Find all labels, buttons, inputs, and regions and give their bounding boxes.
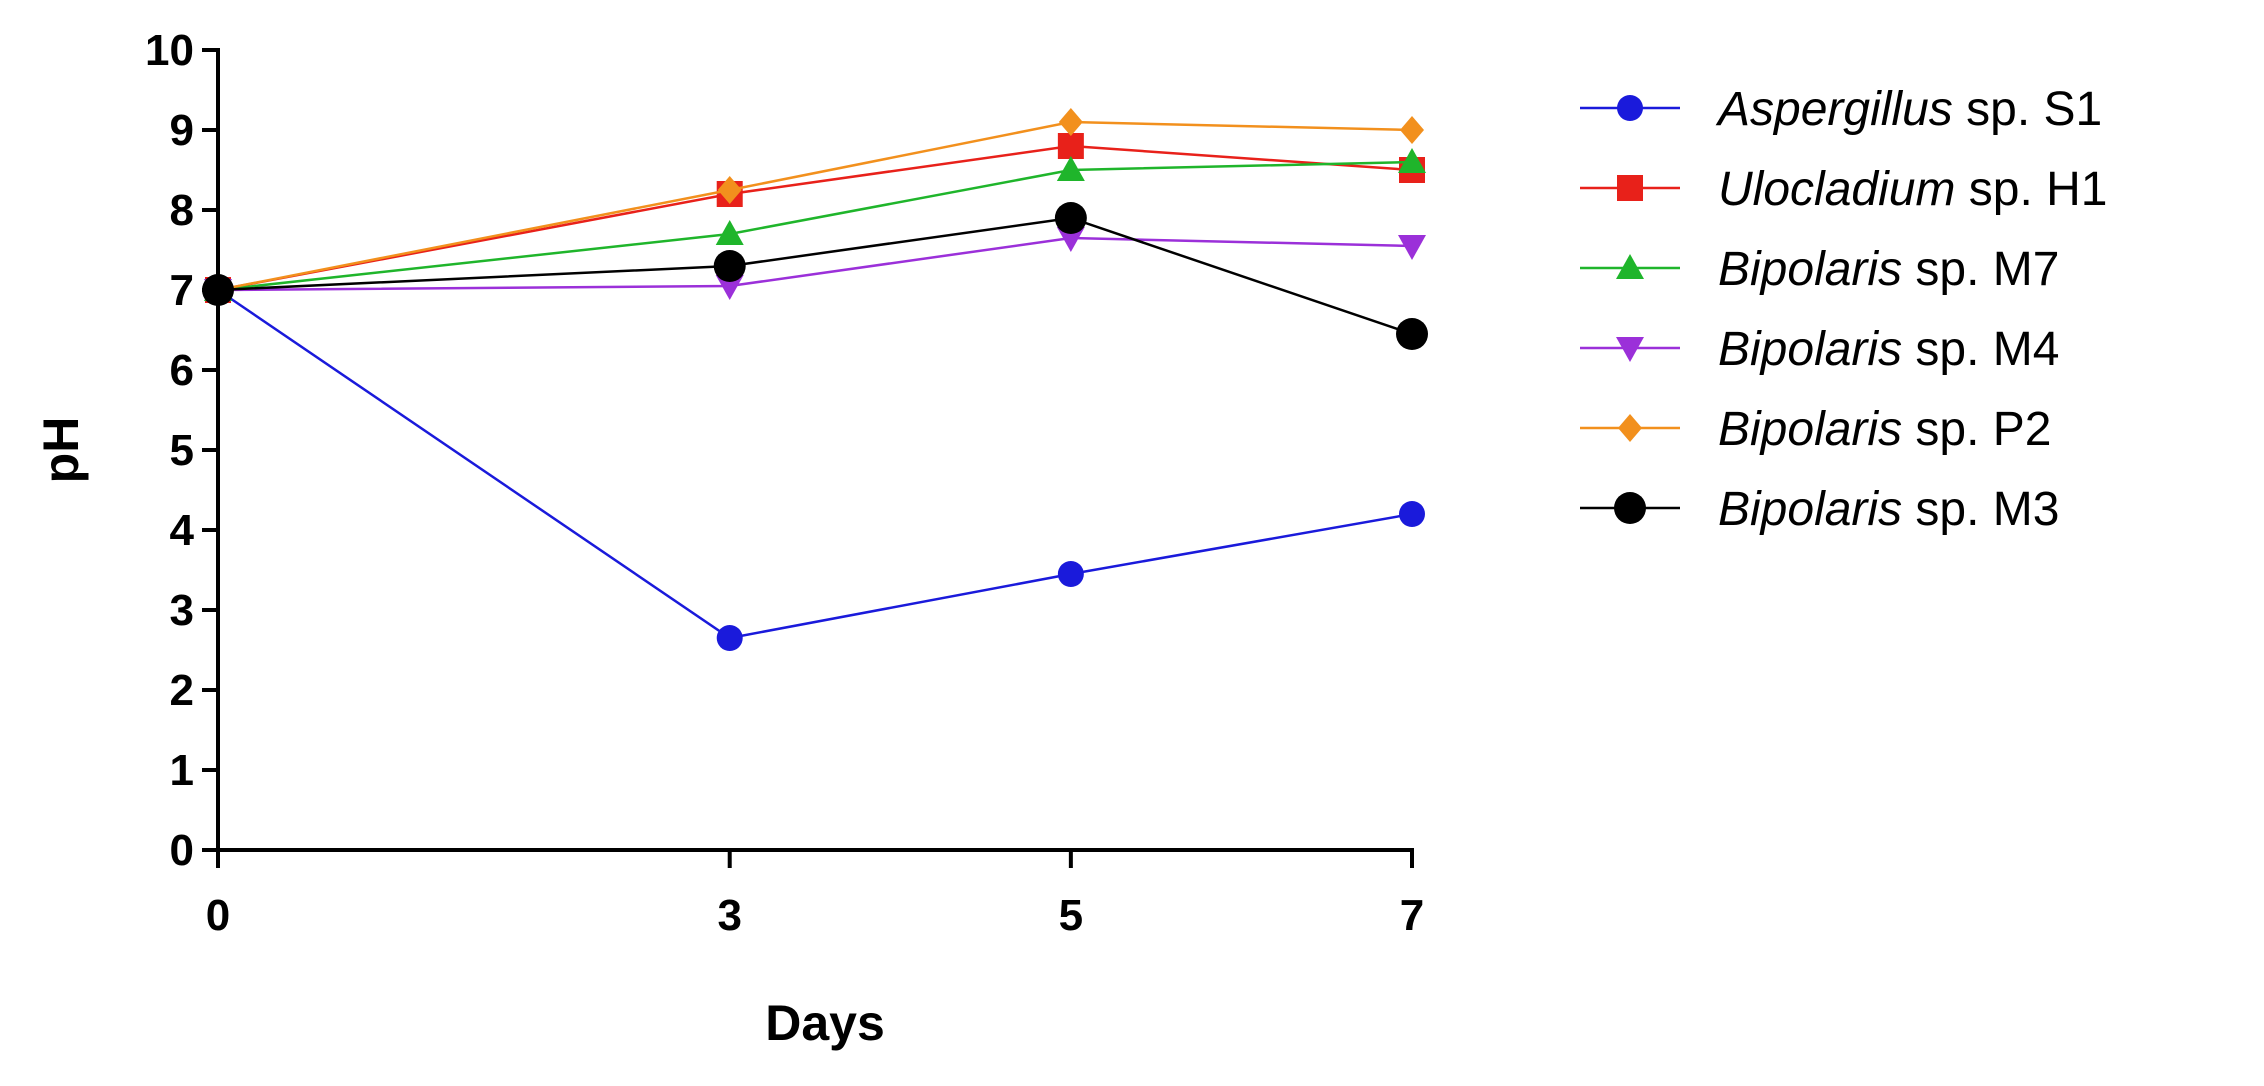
legend-label: Bipolaris sp. M3 <box>1718 483 2059 536</box>
y-tick-label: 5 <box>170 426 194 475</box>
y-axis: 0 1 2 3 4 5 6 7 8 9 10 <box>145 26 220 875</box>
y-tick-label: 4 <box>170 506 195 555</box>
y-tick-label: 7 <box>170 266 194 315</box>
x-tick-label: 5 <box>1059 891 1083 940</box>
legend-label-rest: sp. M3 <box>1902 483 2059 536</box>
legend-label: Bipolaris sp. M4 <box>1718 323 2059 376</box>
legend-entry: Bipolaris sp. M4 <box>1580 323 2059 376</box>
legend-label: Aspergillus sp. S1 <box>1715 83 2102 136</box>
series-line <box>217 144 1413 292</box>
data-point <box>1056 227 1085 252</box>
y-tick-label: 2 <box>170 666 194 715</box>
series-line <box>217 216 1413 336</box>
series-4 <box>204 227 1426 304</box>
data-point <box>1054 202 1087 234</box>
legend-label-rest: sp. H1 <box>1955 163 2107 216</box>
legend-entry: Ulocladium sp. H1 <box>1580 163 2107 216</box>
legend-marker <box>1614 492 1646 524</box>
series-line <box>217 236 1413 292</box>
legend-label-italic: Bipolaris <box>1718 483 1902 536</box>
legend: Aspergillus sp. S1 Ulocladium sp. H1 Bipol… <box>1580 83 2107 536</box>
data-point <box>1398 235 1426 260</box>
series-layer <box>202 108 1428 651</box>
data-point <box>1400 116 1424 144</box>
y-tick-label: 10 <box>145 26 194 75</box>
series-1 <box>205 277 1425 651</box>
y-tick-label: 0 <box>170 826 194 875</box>
data-point <box>715 220 744 245</box>
data-point <box>1058 108 1083 136</box>
series-line <box>217 120 1413 292</box>
data-point <box>1398 148 1426 173</box>
data-point <box>1056 156 1085 181</box>
data-point <box>716 625 743 651</box>
series-line <box>217 288 1413 640</box>
legend-label: Bipolaris sp. M7 <box>1718 243 2059 296</box>
data-point <box>1396 318 1428 350</box>
legend-marker <box>1617 95 1643 121</box>
legend-marker <box>1616 337 1644 362</box>
y-tick-label: 1 <box>170 746 194 795</box>
x-tick-label: 3 <box>717 891 741 940</box>
legend-entry: Bipolaris sp. P2 <box>1580 403 2052 456</box>
legend-label-italic: Bipolaris <box>1718 323 1902 376</box>
data-point <box>202 274 234 306</box>
series-6 <box>202 202 1428 350</box>
legend-label-italic: Bipolaris <box>1718 403 1902 456</box>
y-axis-title: pH <box>33 417 89 484</box>
data-point <box>717 176 742 204</box>
y-tick-label: 6 <box>170 346 194 395</box>
legend-label-rest: sp. S1 <box>1953 83 2102 136</box>
legend-label: Bipolaris sp. P2 <box>1718 403 2052 456</box>
x-tick-label: 7 <box>1400 891 1424 940</box>
y-tick-label: 8 <box>170 186 194 235</box>
legend-label-rest: sp. M7 <box>1902 243 2059 296</box>
data-point <box>715 275 744 300</box>
y-tick-label: 3 <box>170 586 194 635</box>
legend-label: Ulocladium sp. H1 <box>1718 163 2107 216</box>
series-line <box>217 160 1413 292</box>
legend-entry: Aspergillus sp. S1 <box>1580 83 2102 136</box>
legend-label-rest: sp. P2 <box>1902 403 2051 456</box>
x-axis: 0 3 5 7 <box>206 848 1424 940</box>
legend-label-italic: Ulocladium <box>1718 163 1955 216</box>
series-3 <box>204 148 1426 301</box>
data-point <box>1057 561 1084 587</box>
legend-entry: Bipolaris sp. M7 <box>1580 243 2059 296</box>
legend-marker <box>1617 175 1643 201</box>
data-point <box>1057 133 1084 159</box>
legend-label-italic: Aspergillus <box>1715 83 1953 136</box>
legend-label-italic: Bipolaris <box>1718 243 1902 296</box>
data-point <box>1399 501 1425 527</box>
data-point <box>713 250 746 282</box>
legend-marker <box>1618 414 1642 442</box>
y-tick-label: 9 <box>170 106 194 155</box>
legend-label-rest: sp. M4 <box>1902 323 2059 376</box>
legend-marker <box>1616 254 1644 279</box>
x-axis-title: Days <box>765 995 885 1051</box>
legend-entry: Bipolaris sp. M3 <box>1580 483 2059 536</box>
x-tick-label: 0 <box>206 891 230 940</box>
